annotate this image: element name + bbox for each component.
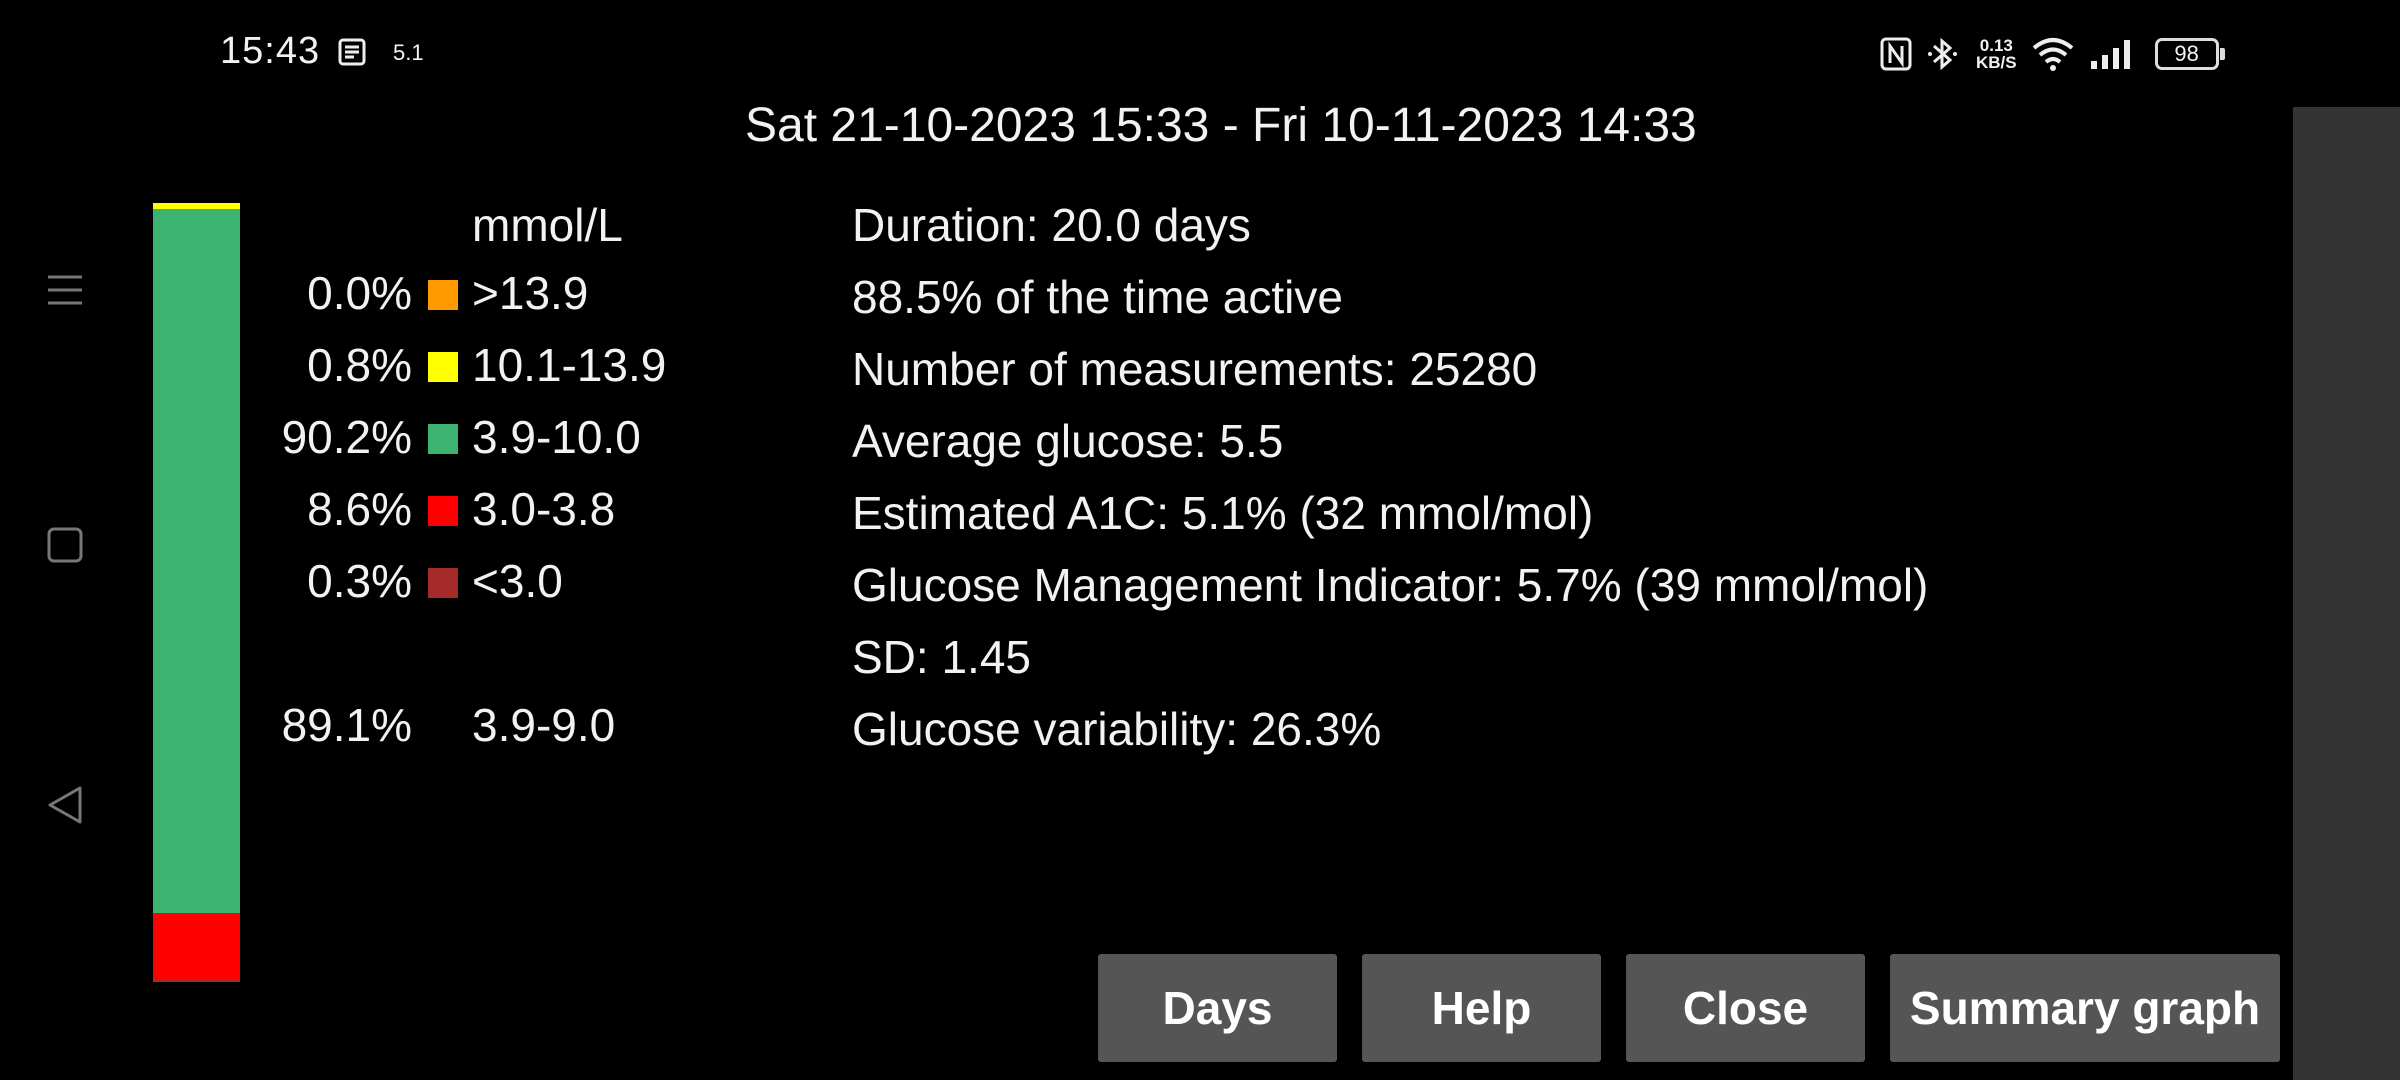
battery-level: 98 [2174, 41, 2199, 66]
time-in-range-bar [153, 203, 240, 983]
menu-icon[interactable] [40, 265, 90, 315]
range-row-very-high: 0.0% >13.9 [0, 266, 760, 326]
range-label: 3.9-10.0 [472, 411, 641, 463]
range-row-in-range: 90.2% 3.9-10.0 [0, 410, 760, 470]
range-swatch [428, 424, 458, 454]
notes-icon [338, 38, 366, 66]
summary-graph-button[interactable]: Summary graph [1890, 954, 2280, 1062]
range-label: <3.0 [472, 555, 563, 607]
range-swatch [428, 280, 458, 310]
bar-segment [153, 209, 240, 913]
bluetooth-icon [1928, 37, 1957, 71]
range-swatch [428, 352, 458, 382]
range-label: 3.9-9.0 [472, 699, 616, 751]
stat-active-time: 88.5% of the time active [852, 271, 1343, 323]
range-label: 3.0-3.8 [472, 483, 616, 535]
home-icon[interactable] [40, 520, 90, 570]
range-swatch [428, 568, 458, 598]
speed-small: 5.1 [393, 40, 424, 65]
stat-measurements: Number of measurements: 25280 [852, 343, 1538, 395]
stat-glucose-variability: Glucose variability: 26.3% [852, 703, 1382, 755]
date-range: Sat 21-10-2023 15:33 - Fri 10-11-2023 14… [745, 99, 1697, 152]
net-speed-value: 0.13 [1979, 36, 2013, 55]
range-row-high: 0.8% 10.1-13.9 [0, 338, 760, 398]
stat-gmi: Glucose Management Indicator: 5.7% (39 m… [852, 559, 1929, 611]
range-percent: 89.1% [281, 699, 412, 751]
range-percent: 0.8% [307, 339, 412, 391]
status-icons: 0.13 KB/S 98 [1880, 34, 2225, 74]
range-swatch [428, 496, 458, 526]
range-label: 10.1-13.9 [472, 339, 667, 391]
range-label: >13.9 [472, 267, 589, 319]
bar-segment [153, 912, 240, 980]
side-panel [2293, 107, 2400, 1080]
range-percent: 90.2% [281, 411, 412, 463]
stat-estimated-a1c: Estimated A1C: 5.1% (32 mmol/mol) [852, 487, 1594, 539]
help-button[interactable]: Help [1362, 954, 1601, 1062]
stat-average-glucose: Average glucose: 5.5 [852, 415, 1284, 467]
navigation-bar [0, 100, 130, 1080]
range-row-very-low: 0.3% <3.0 [0, 554, 760, 614]
battery-icon: 98 [2154, 38, 2225, 70]
net-speed: 0.13 KB/S [1976, 37, 2017, 71]
range-row-low: 8.6% 3.0-3.8 [0, 482, 760, 542]
signal-icon [2090, 40, 2130, 69]
net-speed-unit: KB/S [1976, 53, 2017, 72]
days-button[interactable]: Days [1098, 954, 1337, 1062]
status-bar: 15:43 5.1 0.13 KB/S [0, 0, 2400, 100]
range-row-tight-range: 89.1% 3.9-9.0 [0, 698, 760, 758]
range-percent: 0.3% [307, 555, 412, 607]
range-percent: 0.0% [307, 267, 412, 319]
nfc-icon [1880, 37, 1912, 71]
bar-segment [153, 979, 240, 983]
range-percent: 8.6% [307, 483, 412, 535]
wifi-icon [2032, 38, 2073, 71]
stat-duration: Duration: 20.0 days [852, 199, 1251, 251]
bar-segment [153, 203, 240, 210]
back-icon[interactable] [40, 780, 90, 830]
unit-header: mmol/L [472, 199, 623, 251]
close-button[interactable]: Close [1626, 954, 1865, 1062]
stat-sd: SD: 1.45 [852, 631, 1031, 683]
status-time: 15:43 [220, 30, 321, 72]
